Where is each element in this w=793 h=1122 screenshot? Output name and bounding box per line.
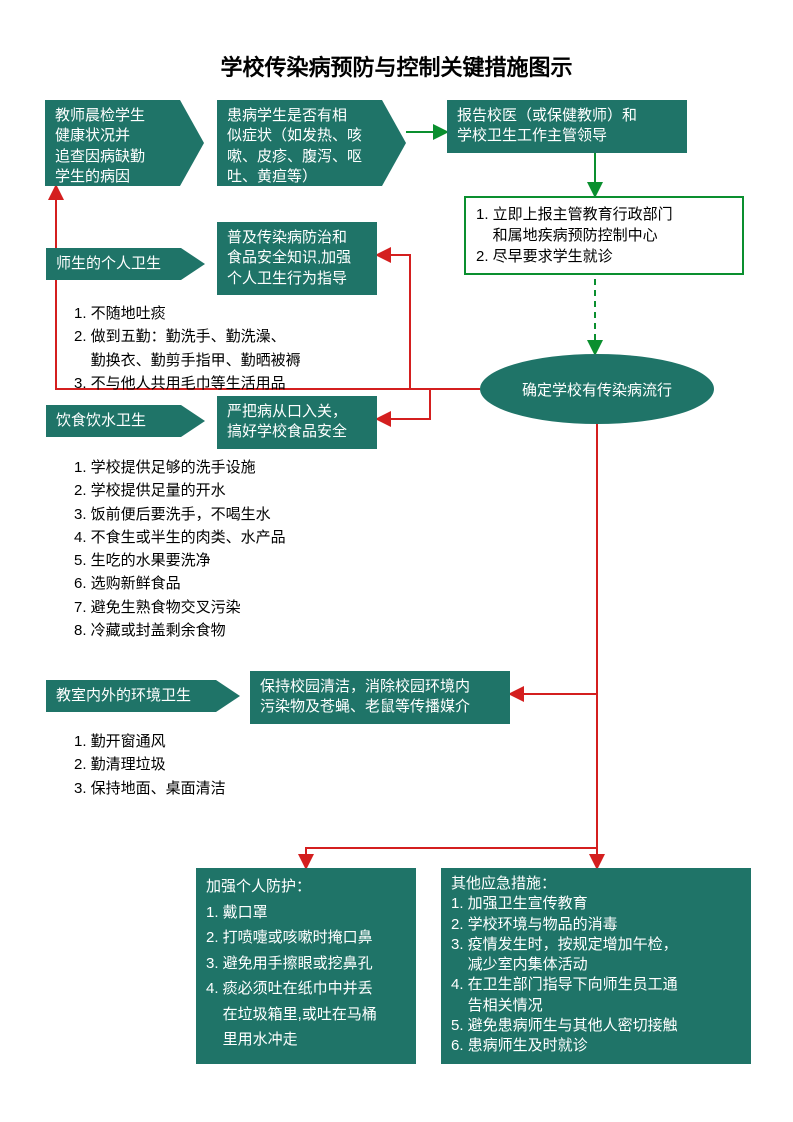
confirm_ellipse: 确定学校有传染病流行	[480, 354, 714, 424]
connector	[377, 255, 480, 389]
report_up: 1. 立即上报主管教育行政部门 和属地疾病预防控制中心 2. 尽早要求学生就诊	[464, 196, 744, 275]
personal_hygiene: 师生的个人卫生	[46, 248, 181, 280]
food_water_list-item: 3. 饭前便后要洗手，不喝生水	[74, 503, 286, 526]
personal_hygiene_list: 1. 不随地吐痰2. 做到五勤：勤洗手、勤洗澡、 勤换衣、勤剪手指甲、勤晒被褥3…	[74, 302, 301, 395]
personal_protect: 加强个人防护： 1. 戴口罩 2. 打喷嚏或咳嗽时掩口鼻 3. 避免用手擦眼或挖…	[196, 868, 416, 1064]
personal_hygiene_list-item: 1. 不随地吐痰	[74, 302, 301, 325]
report_doctor: 报告校医（或保健教师）和 学校卫生工作主管领导	[447, 100, 687, 153]
food_note: 严把病从口入关， 搞好学校食品安全	[217, 396, 377, 449]
env_hygiene-label: 教室内外的环境卫生	[46, 680, 216, 712]
connector	[377, 389, 480, 419]
page: { "colors": { "teal": "#1f7468", "green"…	[0, 0, 793, 1122]
food_water_list-item: 7. 避免生熟食物交叉污染	[74, 596, 286, 619]
symptoms: 患病学生是否有相 似症状（如发热、咳 嗽、皮疹、腹泻、呕 吐、黄疸等）	[217, 100, 382, 186]
food_water-label: 饮食饮水卫生	[46, 405, 181, 437]
personal_hygiene_list-item: 2. 做到五勤：勤洗手、勤洗澡、 勤换衣、勤剪手指甲、勤晒被褥	[74, 325, 301, 372]
env_hygiene: 教室内外的环境卫生	[46, 680, 216, 712]
food_water_list: 1. 学校提供足够的洗手设施2. 学校提供足量的开水3. 饭前便后要洗手，不喝生…	[74, 456, 286, 642]
page-title: 学校传染病预防与控制关键措施图示	[0, 50, 793, 82]
env_list-item: 2. 勤清理垃圾	[74, 753, 226, 776]
food_water: 饮食饮水卫生	[46, 405, 181, 437]
teacher_check-label: 教师晨检学生 健康状况并 追查因病缺勤 学生的病因	[45, 100, 180, 193]
symptoms-label: 患病学生是否有相 似症状（如发热、咳 嗽、皮疹、腹泻、呕 吐、黄疸等）	[217, 100, 382, 193]
food_water_list-item: 4. 不食生或半生的肉类、水产品	[74, 526, 286, 549]
food_water_list-item: 8. 冷藏或封盖剩余食物	[74, 619, 286, 642]
food_water_list-item: 2. 学校提供足量的开水	[74, 479, 286, 502]
food_water_list-item: 6. 选购新鲜食品	[74, 572, 286, 595]
other_measures: 其他应急措施： 1. 加强卫生宣传教育 2. 学校环境与物品的消毒 3. 疫情发…	[441, 868, 751, 1064]
food_water_list-item: 1. 学校提供足够的洗手设施	[74, 456, 286, 479]
connector	[430, 389, 480, 419]
hygiene_note: 普及传染病防治和 食品安全知识,加强 个人卫生行为指导	[217, 222, 377, 295]
env_list: 1. 勤开窗通风2. 勤清理垃圾3. 保持地面、桌面清洁	[74, 730, 226, 800]
env_list-item: 3. 保持地面、桌面清洁	[74, 777, 226, 800]
personal_hygiene_list-item: 3. 不与他人共用毛巾等生活用品	[74, 372, 301, 395]
env_list-item: 1. 勤开窗通风	[74, 730, 226, 753]
food_water_list-item: 5. 生吃的水果要洗净	[74, 549, 286, 572]
connector	[306, 424, 597, 868]
env_note: 保持校园清洁，消除校园环境内 污染物及苍蝇、老鼠等传播媒介	[250, 671, 510, 724]
teacher_check: 教师晨检学生 健康状况并 追查因病缺勤 学生的病因	[45, 100, 180, 186]
personal_hygiene-label: 师生的个人卫生	[46, 248, 181, 280]
